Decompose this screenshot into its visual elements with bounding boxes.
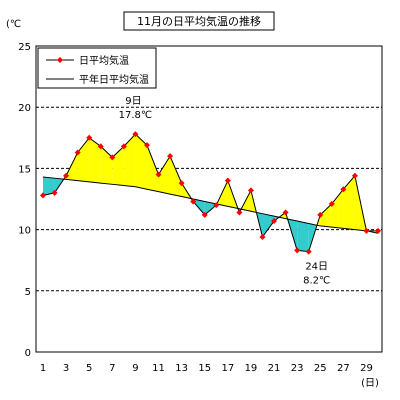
x-tick-label: 7 [109,363,115,374]
daily-point [40,192,46,199]
legend: 日平均気温 平年日平均気温 [37,47,157,89]
anomaly-fill [112,146,124,186]
annotation-value: 17.8℃ [119,110,153,121]
y-axis-ticks: 0 5 10 15 20 25 [18,42,31,359]
legend-daily-label: 日平均気温 [79,54,129,67]
x-axis-ticks: 1 3 5 7 9 11 13 15 17 19 21 23 25 27 29 [40,363,373,374]
daily-point [236,209,243,216]
daily-point [190,198,197,205]
daily-point [224,177,231,184]
daily-point [86,134,93,141]
y-tick-label: 0 [25,348,31,359]
chart-title: 11月の日平均気温の推移 [137,14,261,28]
daily-point [271,218,278,225]
annotations: 9日 17.8℃ 24日 8.2℃ [119,96,331,287]
anomaly-fill [297,221,309,252]
daily-point [305,248,312,255]
x-tick-label: 11 [152,363,165,374]
y-tick-label: 25 [18,42,31,53]
legend-box [37,47,157,89]
anomaly-fill [123,134,136,187]
y-tick-label: 10 [18,226,31,237]
annotation-day: 9日 [125,96,141,107]
daily-point [375,227,381,234]
daily-point [259,233,266,240]
grid-lines [36,106,382,292]
daily-point [120,143,127,150]
daily-point [201,211,208,218]
x-tick-label: 17 [221,363,234,374]
anomaly-fill [204,201,217,215]
daily-point [132,131,139,138]
x-tick-label: 21 [268,363,281,374]
daily-point [155,171,162,178]
daily-point [97,143,104,150]
x-tick-label: 13 [175,363,188,374]
anomaly-fill [331,189,344,229]
anomaly-fill [66,152,78,181]
anomaly-fill [89,137,101,184]
daily-temperature-line [42,133,378,253]
y-tick-label: 15 [18,164,31,175]
daily-point [328,200,335,207]
anomaly-fill [43,176,55,196]
anomaly-fill [100,146,113,185]
daily-point [63,172,70,179]
anomaly-fill [158,156,171,195]
series-markers [40,131,381,255]
daily-point [109,154,116,161]
x-tick-label: 27 [337,363,350,374]
daily-point [167,153,174,160]
anomaly-fill [320,203,332,228]
daily-point [317,211,324,218]
anomaly-fill [146,145,159,192]
x-tick-label: 23 [291,363,304,374]
y-tick-label: 5 [25,287,31,298]
daily-point [351,172,358,179]
anomaly-fill [135,134,147,190]
legend-daily-marker [57,57,63,63]
x-tick-label: 1 [40,363,46,374]
daily-point [213,202,220,209]
annotation-value: 8.2℃ [303,276,330,287]
anomaly-fill [262,213,275,237]
series-lines [42,133,379,253]
daily-point [340,186,347,193]
anomaly-fills [43,134,378,252]
anomaly-fill [77,137,90,182]
x-tick-label: 3 [63,363,69,374]
anomaly-fill [343,175,355,230]
plot-area [35,45,383,353]
daily-point [178,180,185,187]
x-tick-label: 19 [245,363,258,374]
x-tick-label: 9 [132,363,138,374]
daily-point [363,227,370,234]
chart-title-box [123,11,275,31]
annotation-day: 24日 [305,262,328,273]
x-unit-label: (日) [361,378,379,389]
y-unit-label: (℃ [6,19,21,30]
anomaly-fill [170,156,182,197]
y-tick-label: 20 [18,103,31,114]
legend-normal-label: 平年日平均気温 [79,73,149,86]
x-tick-label: 5 [86,363,92,374]
daily-point [247,187,254,194]
x-tick-label: 15 [198,363,211,374]
x-tick-label: 29 [360,363,373,374]
normal-temperature-line [42,176,379,234]
daily-point [282,209,289,216]
daily-point [74,149,81,156]
daily-point [51,189,58,196]
daily-point [143,142,150,149]
x-tick-label: 25 [314,363,327,374]
daily-point [294,247,301,254]
